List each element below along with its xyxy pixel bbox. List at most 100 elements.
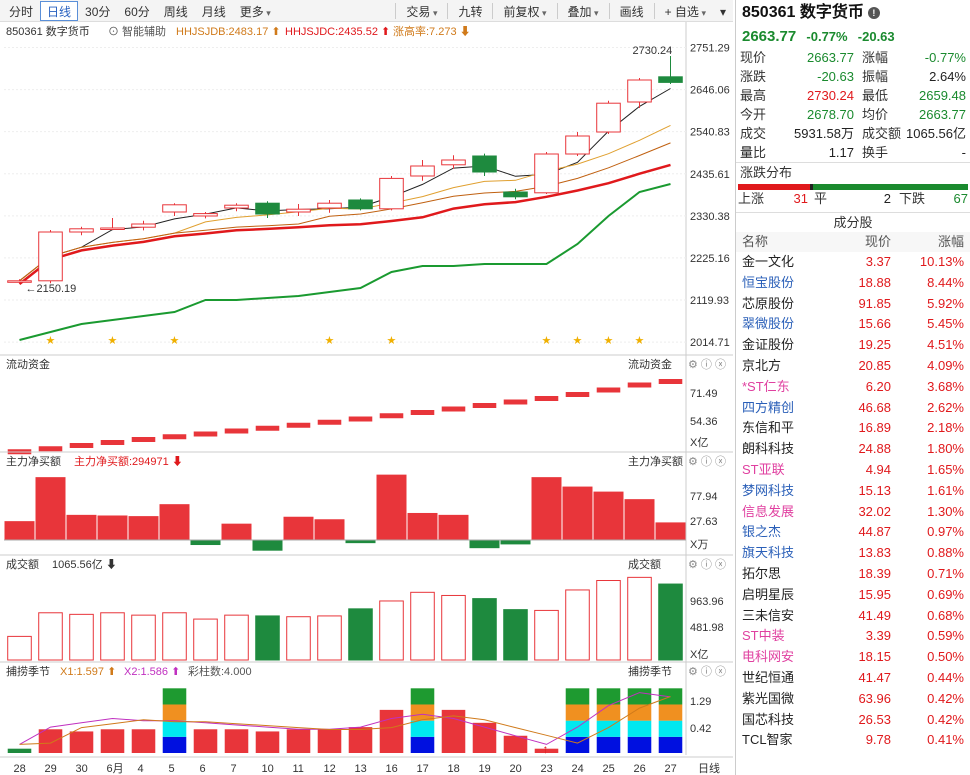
x-tick-label: 4 — [138, 763, 144, 775]
constituent-row[interactable]: 金证股份 19.25 4.51% — [736, 335, 970, 356]
toolbar-right-5[interactable]: + 自选 — [658, 1, 713, 21]
toolbar-right-4[interactable]: 画线 — [619, 4, 644, 19]
quote-label-2: 换手 — [862, 145, 889, 160]
toolbar-left-4[interactable]: 周线 — [163, 4, 188, 19]
col-name[interactable]: 名称 — [742, 234, 769, 249]
constituent-row[interactable]: 梦网科技 15.13 1.61% — [736, 481, 970, 502]
season-color-bar — [410, 704, 435, 721]
mainflow-bar — [159, 504, 190, 540]
constituent-row[interactable]: *ST仁东 6.20 3.68% — [736, 377, 970, 398]
toolbar-right-1[interactable]: 九转 — [458, 4, 483, 19]
constituent-row[interactable]: 紫光国微 63.96 0.42% — [736, 689, 970, 710]
constituent-row[interactable]: 东信和平 16.89 2.18% — [736, 418, 970, 439]
season-bar — [131, 729, 156, 753]
season-color-bar — [410, 736, 435, 753]
stock-name: 三未信安 — [742, 607, 795, 623]
constituent-row[interactable]: 芯原股份 91.85 5.92% — [736, 294, 970, 315]
info-icon[interactable]: ! — [867, 6, 880, 19]
stock-price: 18.39 — [858, 565, 891, 581]
stock-name: 金证股份 — [742, 337, 795, 353]
toolbar-separator — [608, 2, 610, 19]
toolbar-left-0[interactable]: 分时 — [9, 4, 34, 19]
stock-name: 银之杰 — [742, 524, 782, 540]
constituent-row[interactable]: 启明星辰 15.95 0.69% — [736, 585, 970, 606]
toolbar-separator — [447, 2, 449, 19]
panel-gear-icon: ⚙ ⓘ ⓧ — [688, 358, 726, 371]
col-price[interactable]: 现价 — [864, 234, 891, 249]
season-bar — [286, 729, 311, 753]
toolbar-left-1[interactable]: 日线 — [40, 0, 79, 21]
constituent-row[interactable]: 朗科科技 24.88 1.80% — [736, 439, 970, 460]
panel-unit: X亿 — [690, 648, 708, 661]
season-color-bar — [565, 704, 590, 721]
constituent-row[interactable]: 四方精创 46.68 2.62% — [736, 398, 970, 419]
constituent-row[interactable]: 国芯科技 26.53 0.42% — [736, 710, 970, 731]
col-pct[interactable]: 涨幅 — [937, 234, 964, 249]
x-tick-label: 19 — [479, 763, 491, 775]
season-bar — [472, 722, 497, 753]
panel-y-tick: 1.29 — [690, 696, 711, 708]
toolbar-left-3[interactable]: 60分 — [124, 4, 150, 19]
toolbar-left-2[interactable]: 30分 — [85, 4, 111, 19]
liquidity-bar — [627, 382, 652, 388]
candle-body — [193, 213, 218, 217]
dist-counts: 上涨 31 平 2 下跌 67 — [736, 190, 970, 208]
season-bar — [193, 729, 218, 753]
constituent-row[interactable]: 旗天科技 13.83 0.88% — [736, 543, 970, 564]
panel-title: 成交额 — [6, 557, 39, 571]
toolbar-right-2[interactable]: 前复权 — [496, 1, 553, 21]
quote-label: 今开 — [740, 107, 767, 122]
mainflow-bar — [221, 523, 252, 540]
mainflow-bar — [438, 514, 469, 540]
stock-price: 3.39 — [865, 628, 891, 644]
stock-pct: 0.42% — [927, 711, 964, 727]
constituent-row[interactable]: 金一文化 3.37 10.13% — [736, 252, 970, 273]
collapse-icon[interactable]: ▾ — [719, 4, 726, 19]
mainflow-bar — [376, 474, 407, 540]
star-marker: ★ — [542, 335, 552, 347]
main-code-label: 850361 数字货币 — [6, 24, 90, 38]
toolbar-left-6[interactable]: 更多 — [233, 1, 278, 21]
season-color-bar — [658, 704, 683, 721]
constituent-row[interactable]: ST亚联 4.94 1.65% — [736, 460, 970, 481]
flat-count: 2 — [883, 191, 892, 206]
up-label: 上涨 — [738, 191, 765, 206]
constituent-row[interactable]: 世纪恒通 41.47 0.44% — [736, 668, 970, 689]
panel-title: 主力净买额 — [6, 454, 61, 468]
dist-title: 涨跌分布 — [736, 162, 970, 182]
stock-name: 旗天科技 — [742, 545, 795, 561]
constituent-row[interactable]: ST中装 3.39 0.59% — [736, 626, 970, 647]
stock-name: 国芯科技 — [742, 711, 795, 727]
constituent-row[interactable]: 三未信安 41.49 0.68% — [736, 606, 970, 627]
constituent-row[interactable]: 京北方 20.85 4.09% — [736, 356, 970, 377]
stock-price: 13.83 — [858, 545, 891, 561]
season-x1: X1:1.597 ⬆ — [60, 666, 116, 678]
constituent-row[interactable]: 恒宝股份 18.88 8.44% — [736, 273, 970, 294]
stock-name: ST中装 — [742, 628, 785, 644]
quote-label: 最高 — [740, 88, 767, 103]
season-color-bar — [596, 736, 621, 753]
constituent-row[interactable]: 电科网安 18.15 0.50% — [736, 647, 970, 668]
stock-price: 15.13 — [858, 482, 891, 498]
turnover-bar — [162, 612, 187, 661]
constituent-row[interactable]: 信息发展 32.02 1.30% — [736, 502, 970, 523]
turnover-bar — [131, 614, 156, 661]
toolbar-left-5[interactable]: 月线 — [201, 4, 226, 19]
constituent-row[interactable]: 翠微股份 15.66 5.45% — [736, 314, 970, 335]
constituent-row[interactable]: TCL智家 9.78 0.41% — [736, 730, 970, 751]
season-count: 彩柱数:4.000 — [188, 664, 252, 678]
x-tick-label: 26 — [634, 763, 646, 775]
x-tick-label: 12 — [324, 763, 336, 775]
turnover-subtitle: 1065.56亿 ⬇ — [52, 558, 117, 571]
quote-label: 成交量 — [740, 126, 767, 160]
chart-area[interactable]: 850361 数字货币 ⊙ 智能辅助 HHJSJDB:2483.17 ⬆ HHJSJD… — [0, 22, 733, 775]
constituent-row[interactable]: 拓尔思 18.39 0.71% — [736, 564, 970, 585]
toolbar-right-3[interactable]: 叠加 — [561, 1, 606, 21]
candle-body — [38, 231, 63, 282]
constituent-row[interactable]: 银之杰 44.87 0.97% — [736, 522, 970, 543]
toolbar-right-0[interactable]: 交易 — [399, 1, 444, 21]
stock-price: 18.15 — [858, 649, 891, 665]
turnover-bar — [69, 613, 94, 661]
quote-row: 量比 1.17 换手 - — [736, 143, 970, 162]
stock-pct: 1.65% — [927, 461, 964, 477]
